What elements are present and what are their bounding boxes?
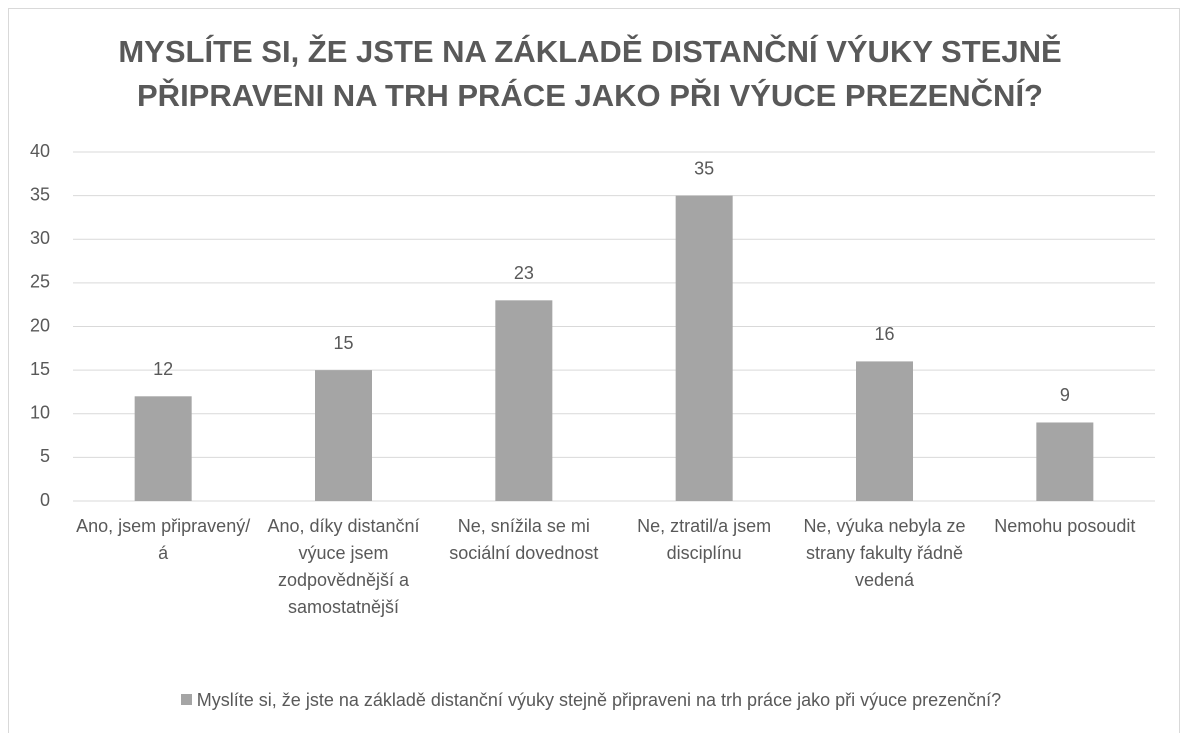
x-tick-label: Nemohu posoudit [994,516,1136,536]
x-tick-label: Ne, snížila se mi sociální dovednost [449,516,599,563]
data-label: 23 [514,263,534,283]
bar [495,300,553,501]
y-tick-label: 35 [30,184,50,204]
chart-title: MYSLÍTE SI, ŽE JSTE NA ZÁKLADĚ DISTANČNÍ… [118,34,1062,113]
legend: Myslíte si, že jste na základě distanční… [0,690,1182,711]
data-label: 12 [153,359,173,379]
x-tick-label: Ne, výuka nebyla ze strany fakulty řádně… [803,516,966,590]
y-tick-label: 20 [30,315,50,335]
x-tick-label: Ano, jsem připravený/á [76,516,251,563]
bar [1036,422,1094,501]
data-label: 16 [874,324,894,344]
bar [675,195,733,501]
x-tick-label: Ano, díky distanční výuce jsem zodpovědn… [267,516,420,617]
bar [856,361,913,501]
y-tick-label: 15 [30,359,50,379]
data-label: 15 [333,333,353,353]
legend-swatch [180,694,192,705]
legend-label: Myslíte si, že jste na základě distanční… [196,690,1002,710]
data-label: 9 [1060,385,1070,405]
chart-border [8,8,1180,733]
y-tick-label: 5 [40,446,50,466]
y-tick-label: 40 [30,141,50,161]
bar [315,370,372,501]
data-label: 35 [694,158,714,178]
y-tick-label: 25 [30,272,50,292]
y-tick-label: 30 [30,228,50,248]
x-tick-label: Ne, ztratil/a jsem disciplínu [637,516,772,563]
y-tick-label: 10 [30,403,50,423]
bar [134,396,192,501]
y-tick-label: 0 [40,490,50,510]
